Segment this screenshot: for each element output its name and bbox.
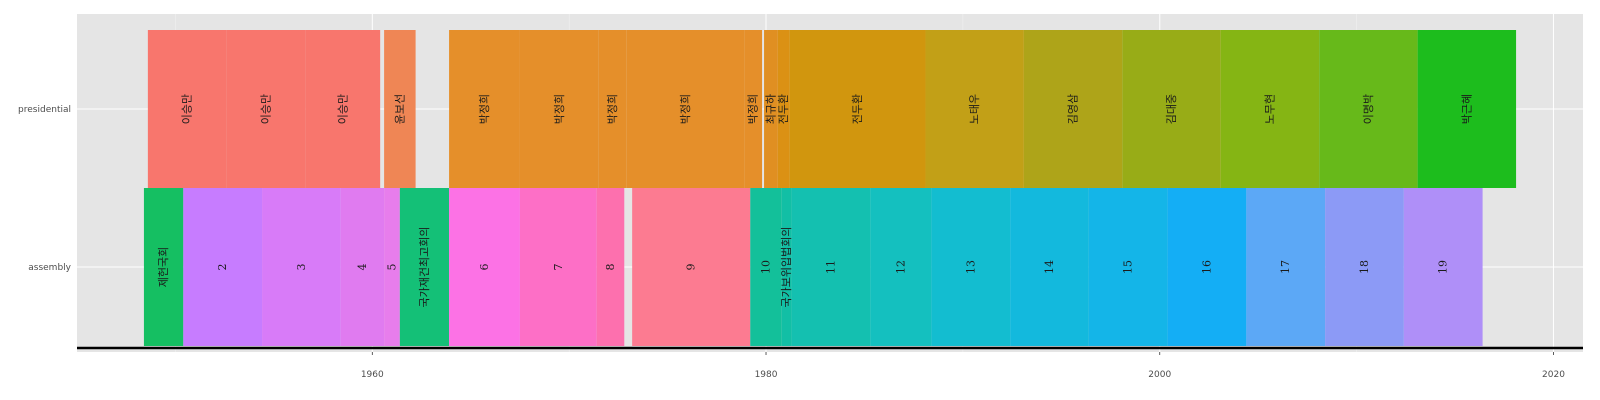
assembly-bar <box>781 188 792 346</box>
assembly-bar <box>143 188 184 346</box>
presidential-bar-label: 전두환 <box>851 94 864 124</box>
x-tick-label: 2000 <box>1148 370 1171 380</box>
presidential-bar-label: 이명박 <box>1362 94 1375 124</box>
assembly-bar-label: 11 <box>825 260 838 274</box>
presidential-bar <box>626 30 745 188</box>
presidential-bar-label: 윤보선 <box>393 94 406 124</box>
presidential-bar-label: 이승만 <box>181 94 194 124</box>
x-tick-label: 2020 <box>1542 370 1565 380</box>
presidential-bar <box>598 30 627 188</box>
presidential-bar-label: 노태우 <box>968 94 981 124</box>
assembly-bar-label: 4 <box>356 264 369 271</box>
assembly-bar-label: 8 <box>604 264 617 271</box>
assembly-bar <box>1088 188 1168 346</box>
assembly-bar <box>1246 188 1326 346</box>
presidential-bar-label: 김대중 <box>1165 94 1178 124</box>
assembly-bar-label: 2 <box>216 264 229 271</box>
row-label-presidential: presidential <box>18 105 71 115</box>
assembly-bar <box>1167 188 1247 346</box>
assembly-bar-label: 12 <box>894 260 907 274</box>
presidential-bar <box>1220 30 1320 188</box>
assembly-bar-label: 13 <box>964 260 977 274</box>
assembly-bar-label: 18 <box>1358 260 1371 274</box>
assembly-bar-label: 3 <box>295 264 308 271</box>
assembly-bar-label: 국가보위입법회의 <box>780 227 793 308</box>
assembly-bar <box>931 188 1011 346</box>
presidential-bar <box>449 30 520 188</box>
bars-layer <box>143 30 1517 346</box>
assembly-bar <box>449 188 520 346</box>
assembly-bar <box>750 188 782 346</box>
presidential-bar-label: 김영삼 <box>1067 94 1080 124</box>
x-axis-ticks: 1960 1980 2000 2020 <box>361 352 1565 380</box>
presidential-bar-label: 이승만 <box>336 94 349 124</box>
assembly-bar-label: 제헌국회 <box>157 247 170 287</box>
assembly-bar <box>596 188 625 346</box>
presidential-bar <box>384 30 416 188</box>
presidential-bar <box>1122 30 1221 188</box>
assembly-bar-label: 17 <box>1279 260 1292 274</box>
assembly-bar <box>791 188 871 346</box>
presidential-bar <box>1023 30 1123 188</box>
assembly-bar <box>340 188 385 346</box>
assembly-bar-label: 국가재건최고회의 <box>418 227 431 308</box>
presidential-bar <box>764 30 778 188</box>
bar-labels-layer: 이승만 이승만 이승만 윤보선 박정희 박정희 박정희 박정희 박정희 최규하 전두환 전두환 노태우 김… <box>157 94 1473 308</box>
assembly-bar-label: 10 <box>760 260 773 274</box>
presidential-bar-label: 박정희 <box>553 94 566 124</box>
presidential-bar <box>147 30 227 188</box>
assembly-bar <box>1325 188 1404 346</box>
assembly-bar-label: 7 <box>552 264 565 271</box>
x-tick-label: 1960 <box>361 370 384 380</box>
presidential-bar-label: 박정희 <box>478 94 491 124</box>
assembly-bar <box>632 188 751 346</box>
presidential-bar-label: 전두환 <box>777 94 790 124</box>
presidential-bar-label: 박근혜 <box>1460 94 1473 124</box>
presidential-bar-label: 노무현 <box>1264 94 1277 124</box>
presidential-bar-label: 최규하 <box>763 94 777 124</box>
assembly-bar-label: 5 <box>386 264 399 271</box>
presidential-bar <box>789 30 926 188</box>
assembly-bar <box>183 188 263 346</box>
assembly-bar-label: 19 <box>1437 260 1450 274</box>
presidential-bar-label: 박정희 <box>679 94 692 124</box>
assembly-bar <box>870 188 932 346</box>
assembly-bar <box>1403 188 1483 346</box>
assembly-bar-label: 6 <box>478 264 491 271</box>
presidential-bar-label: 이승만 <box>260 94 273 124</box>
presidential-bar <box>1319 30 1418 188</box>
presidential-bar <box>1417 30 1517 188</box>
x-tick-label: 1980 <box>755 370 778 380</box>
row-label-assembly: assembly <box>28 263 71 273</box>
presidential-bar <box>305 30 381 188</box>
presidential-bar <box>925 30 1024 188</box>
assembly-bar-label: 14 <box>1043 260 1056 274</box>
presidential-bar <box>777 30 790 188</box>
presidential-bar-label: 박정희 <box>747 94 760 124</box>
assembly-bar <box>262 188 341 346</box>
assembly-bar-label: 15 <box>1122 260 1135 274</box>
presidential-bar <box>519 30 599 188</box>
presidential-bar-label: 박정희 <box>606 94 619 124</box>
assembly-bar <box>1010 188 1089 346</box>
assembly-bar-label: 9 <box>685 264 698 271</box>
assembly-bar <box>399 188 450 346</box>
assembly-bar <box>519 188 597 346</box>
presidential-bar <box>226 30 306 188</box>
assembly-bar <box>384 188 400 346</box>
assembly-bar-label: 16 <box>1201 260 1214 274</box>
presidential-bar <box>744 30 763 188</box>
